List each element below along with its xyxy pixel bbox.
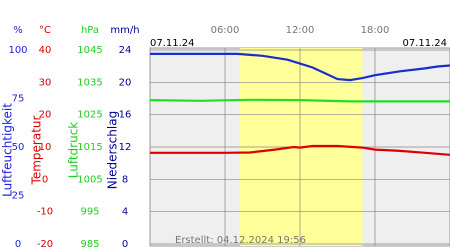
axis-label: Luftfeuchtigkeit [1,103,15,197]
y-tick-label: 50 [12,142,25,153]
y-tick-label: 1005 [77,174,102,185]
y-tick-label: 0 [42,174,48,185]
series-line [150,144,450,156]
x-tick-label: 12:00 [286,25,315,36]
x-tick-label: 18:00 [361,25,390,36]
y-tick-label: 75 [12,94,25,105]
x-tick-label: 06:00 [211,25,240,36]
start-date: 07.11.24 [150,38,195,49]
y-tick-label: 1025 [77,110,102,121]
axis-label: Niederschlag [106,111,120,189]
y-tick-label: 4 [122,207,128,218]
y-tick-label: -10 [37,207,53,218]
y-tick-label: 1015 [77,142,102,153]
y-tick-label: 25 [12,191,25,202]
end-date: 07.11.24 [402,38,447,49]
y-tick-label: 12 [119,142,132,153]
y-tick-label: 16 [119,110,132,121]
y-tick-label: 1045 [77,45,102,56]
y-tick-label: -20 [37,239,53,250]
axis-unit: hPa [81,25,99,36]
y-tick-label: 30 [39,77,52,88]
y-tick-label: 24 [119,45,132,56]
axis-unit: % [13,25,23,36]
axis-unit: mm/h [110,25,139,36]
y-tick-label: 10 [39,142,52,153]
y-tick-label: 20 [119,77,132,88]
axis-unit: °C [39,25,51,36]
y-tick-label: 20 [39,110,52,121]
y-tick-label: 40 [39,45,52,56]
y-tick-label: 1035 [77,77,102,88]
y-tick-label: 0 [122,239,128,250]
axis-label: Luftdruck [67,122,81,179]
y-tick-label: 8 [122,174,128,185]
axis-label: Temperatur [30,115,44,185]
series-line [150,52,450,82]
series-line [149,98,450,103]
y-tick-label: 0 [15,239,21,250]
footer: Erstellt: 04.12.2024 19:56 [175,235,306,246]
y-tick-label: 100 [8,45,27,56]
y-tick-label: 995 [80,207,99,218]
y-tick-label: 985 [80,239,99,250]
